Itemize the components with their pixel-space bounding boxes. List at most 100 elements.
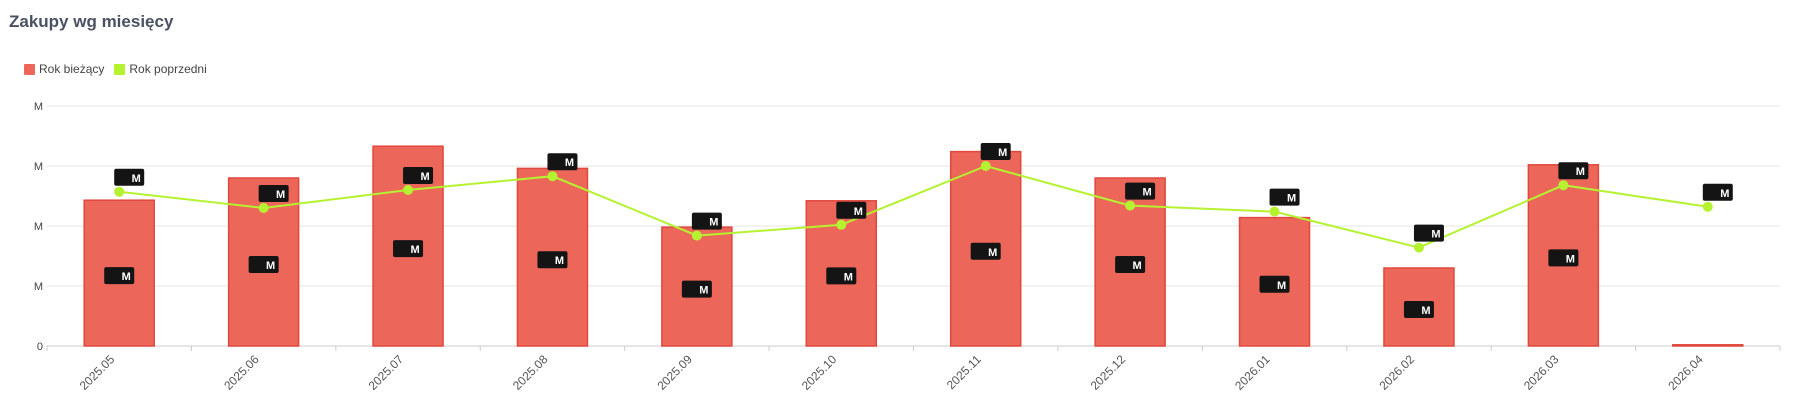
x-tick-label: 2025.11	[944, 352, 984, 392]
line-data-label: M	[403, 167, 434, 184]
legend-swatch-current-year	[24, 63, 35, 75]
line-data-label: M	[1125, 182, 1156, 200]
data-label-background	[1125, 182, 1156, 200]
data-label-text: M	[565, 157, 574, 169]
line-point	[691, 230, 702, 241]
bar-data-label: M	[248, 256, 279, 273]
legend-swatch-previous-year	[114, 63, 126, 75]
line-data-label: M	[1269, 188, 1300, 206]
line-point	[1269, 206, 1280, 217]
data-label-text: M	[1576, 166, 1585, 178]
x-tick-label: 2025.08	[510, 352, 551, 393]
line-data-label: M	[258, 185, 289, 202]
y-tick-label: 0	[37, 341, 43, 353]
line-data-label: M	[1558, 162, 1589, 180]
data-label-text: M	[132, 173, 141, 185]
y-tick-label: M	[34, 101, 43, 113]
x-tick-label: 2026.02	[1376, 352, 1417, 393]
data-label-text: M	[1431, 229, 1440, 241]
bar-data-label: M	[1548, 249, 1579, 267]
data-label-text: M	[122, 271, 131, 283]
data-label-background	[1115, 256, 1146, 273]
legend-label-previous-year: Rok poprzedni	[129, 62, 207, 76]
bar-data-label: M	[681, 280, 712, 298]
line-data-label: M	[1702, 183, 1733, 201]
data-label-text: M	[844, 271, 853, 283]
line-point	[1702, 201, 1713, 212]
data-label-text: M	[420, 171, 429, 183]
data-label-background	[826, 267, 857, 285]
data-label-background	[1413, 224, 1444, 242]
line-point	[258, 203, 269, 213]
data-label-background	[547, 153, 578, 171]
data-label-text: M	[1566, 253, 1575, 265]
line-point	[1558, 180, 1569, 191]
line-data-label: M	[980, 143, 1011, 160]
x-tick-label: 2025.06	[221, 352, 262, 393]
legend-item-current-year[interactable]: Rok bieżący	[24, 62, 104, 76]
line-point	[1125, 200, 1136, 211]
data-label-background	[1702, 183, 1733, 201]
data-label-background	[114, 168, 145, 186]
data-label-text: M	[1133, 260, 1142, 272]
data-label-background	[980, 143, 1011, 160]
bar-data-label: M	[104, 267, 135, 285]
x-tick-label: 2026.01	[1232, 352, 1273, 393]
data-label-background	[393, 240, 424, 258]
data-label-background	[104, 267, 135, 285]
bar-data-label: M	[1259, 275, 1290, 293]
data-label-text: M	[410, 244, 419, 256]
line-point	[1413, 242, 1424, 253]
line-point	[403, 185, 414, 195]
line-data-label: M	[1413, 224, 1444, 242]
data-label-background	[970, 242, 1001, 260]
data-label-text: M	[1277, 280, 1286, 292]
data-label-background	[1259, 275, 1290, 293]
y-tick-label: M	[34, 281, 43, 293]
chart-title: Zakupy wg miesięcy	[9, 12, 174, 31]
bar	[1672, 344, 1744, 347]
y-tick-label: M	[34, 221, 43, 233]
x-tick-label: 2026.04	[1665, 352, 1706, 393]
x-tick-label: 2025.10	[799, 352, 840, 393]
bar-data-label: M	[537, 251, 568, 269]
data-label-text: M	[1287, 193, 1296, 205]
x-tick-label: 2025.12	[1088, 352, 1129, 393]
data-label-background	[691, 212, 722, 230]
series-line	[119, 164, 1708, 249]
y-tick-label: M	[34, 161, 43, 173]
data-label-text: M	[709, 217, 718, 229]
line-point	[114, 186, 125, 197]
data-label-background	[1403, 301, 1434, 318]
line-data-label: M	[836, 201, 867, 219]
data-label-text: M	[555, 255, 564, 267]
data-label-background	[248, 256, 279, 273]
data-label-text: M	[854, 206, 863, 218]
data-label-background	[258, 185, 289, 202]
bar-data-label: M	[1403, 301, 1434, 318]
x-tick-label: 2026.03	[1521, 352, 1562, 393]
line-data-label: M	[691, 212, 722, 230]
x-tick-label: 2025.05	[77, 352, 118, 393]
legend: Rok bieżący Rok poprzedni	[24, 62, 207, 76]
data-label-text: M	[988, 247, 997, 259]
legend-label-current-year: Rok bieżący	[39, 62, 105, 76]
line-data-label: M	[114, 168, 145, 186]
data-label-background	[1548, 249, 1579, 267]
data-label-text: M	[699, 285, 708, 297]
bar-data-label: M	[393, 240, 424, 258]
data-label-background	[1558, 162, 1589, 180]
data-label-text: M	[1143, 187, 1152, 199]
bar-data-label: M	[970, 242, 1001, 260]
data-label-text: M	[1720, 188, 1729, 200]
data-label-background	[1269, 188, 1300, 206]
line-point	[980, 161, 991, 171]
x-tick-label: 2025.09	[654, 352, 695, 393]
bar-data-label: M	[826, 267, 857, 285]
data-label-text: M	[998, 147, 1007, 159]
legend-item-previous-year[interactable]: Rok poprzedni	[114, 62, 207, 76]
data-label-background	[403, 167, 434, 184]
x-tick-label: 2025.07	[366, 352, 407, 393]
line-data-label: M	[547, 153, 578, 171]
